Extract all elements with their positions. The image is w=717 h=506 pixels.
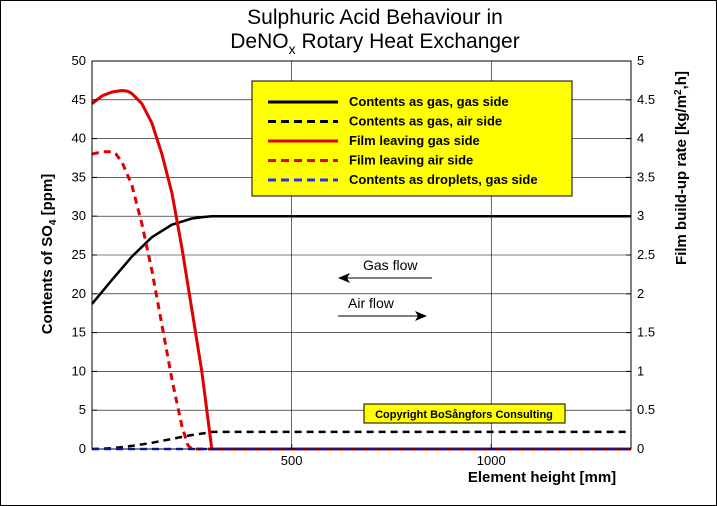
y-axis-label: Contents of SO4 [ppm] bbox=[39, 174, 59, 335]
y-tick-label: 35 bbox=[72, 169, 86, 184]
y2-tick-label: 3 bbox=[637, 208, 644, 223]
y-tick-label: 50 bbox=[72, 53, 86, 68]
air-flow-label: Air flow bbox=[348, 295, 395, 311]
y-label-suffix: [ppm] bbox=[39, 174, 56, 220]
y2-label-suffix: ,h] bbox=[673, 71, 690, 89]
y2-tick-label: 4.5 bbox=[637, 92, 655, 107]
y2-tick-label: 5 bbox=[637, 53, 644, 68]
y-tick-label: 30 bbox=[72, 208, 86, 223]
legend-label-5: Contents as droplets, gas side bbox=[349, 172, 538, 187]
legend-label-2: Contents as gas, air side bbox=[349, 114, 502, 129]
gas-flow-arrow-head-icon bbox=[338, 273, 350, 283]
y-tick-label: 5 bbox=[79, 402, 86, 417]
copyright-box bbox=[363, 403, 566, 424]
y-tick-label: 40 bbox=[72, 131, 86, 146]
series-line-2 bbox=[91, 430, 631, 451]
y2-tick-label: 4 bbox=[637, 131, 644, 146]
y2-tick-label: 1 bbox=[637, 363, 644, 378]
y-tick-label: 45 bbox=[72, 92, 86, 107]
y2-tick-label: 0 bbox=[637, 441, 644, 456]
y2-tick-label: 2.5 bbox=[637, 247, 655, 262]
y2-tick-label: 1.5 bbox=[637, 325, 655, 340]
legend-box bbox=[251, 80, 573, 197]
series-line-3 bbox=[91, 89, 631, 451]
air-flow-annotation: Air flow bbox=[338, 295, 427, 321]
y2-label-prefix: Film build-up rate [kg/m bbox=[673, 95, 690, 265]
y2-tick-label: 0.5 bbox=[637, 402, 655, 417]
legend-label-1: Contents as gas, gas side bbox=[349, 94, 509, 109]
air-flow-arrow-head-icon bbox=[415, 311, 427, 321]
y2-axis-label: Film build-up rate [kg/m2,h] bbox=[673, 71, 690, 265]
title-line2-subscript: x bbox=[289, 41, 296, 57]
legend-label-3: Film leaving gas side bbox=[349, 133, 480, 148]
title-line2-prefix: DeNO bbox=[230, 30, 288, 53]
x-axis-label: Element height [mm] bbox=[468, 469, 616, 486]
y2-tick-label: 3.5 bbox=[637, 169, 655, 184]
y-tick-label: 25 bbox=[72, 247, 86, 262]
chart-title-line2: DeNOx Rotary Heat Exchanger bbox=[230, 30, 519, 57]
series-line-4 bbox=[91, 150, 631, 451]
ticks-layer: 0510152025303540455000.511.522.533.544.5… bbox=[72, 53, 656, 468]
legend: Contents as gas, gas side Contents as gas… bbox=[251, 80, 573, 197]
y2-tick-label: 2 bbox=[637, 286, 644, 301]
copyright-badge: Copyright BoSångfors Consulting bbox=[363, 403, 566, 424]
title-line2-suffix: Rotary Heat Exchanger bbox=[296, 30, 520, 53]
legend-label-4: Film leaving air side bbox=[349, 153, 473, 168]
y-label-subscript: 4 bbox=[48, 219, 59, 225]
legend-items: Contents as gas, gas side Contents as gas… bbox=[268, 94, 538, 187]
y-label-prefix: Contents of SO bbox=[39, 225, 56, 334]
gas-flow-annotation: Gas flow bbox=[338, 257, 432, 283]
copyright-text: Copyright BoSångfors Consulting bbox=[375, 409, 553, 421]
y2-label-superscript: 2 bbox=[673, 89, 684, 95]
y-tick-label: 15 bbox=[72, 325, 86, 340]
x-tick-label: 1000 bbox=[477, 453, 506, 468]
y-tick-label: 0 bbox=[79, 441, 86, 456]
y-tick-label: 20 bbox=[72, 286, 86, 301]
y-tick-label: 10 bbox=[72, 363, 86, 378]
series-line-1 bbox=[91, 214, 631, 305]
gas-flow-label: Gas flow bbox=[363, 257, 418, 273]
x-tick-label: 500 bbox=[281, 453, 303, 468]
chart-title-line1: Sulphuric Acid Behaviour in bbox=[247, 6, 503, 29]
